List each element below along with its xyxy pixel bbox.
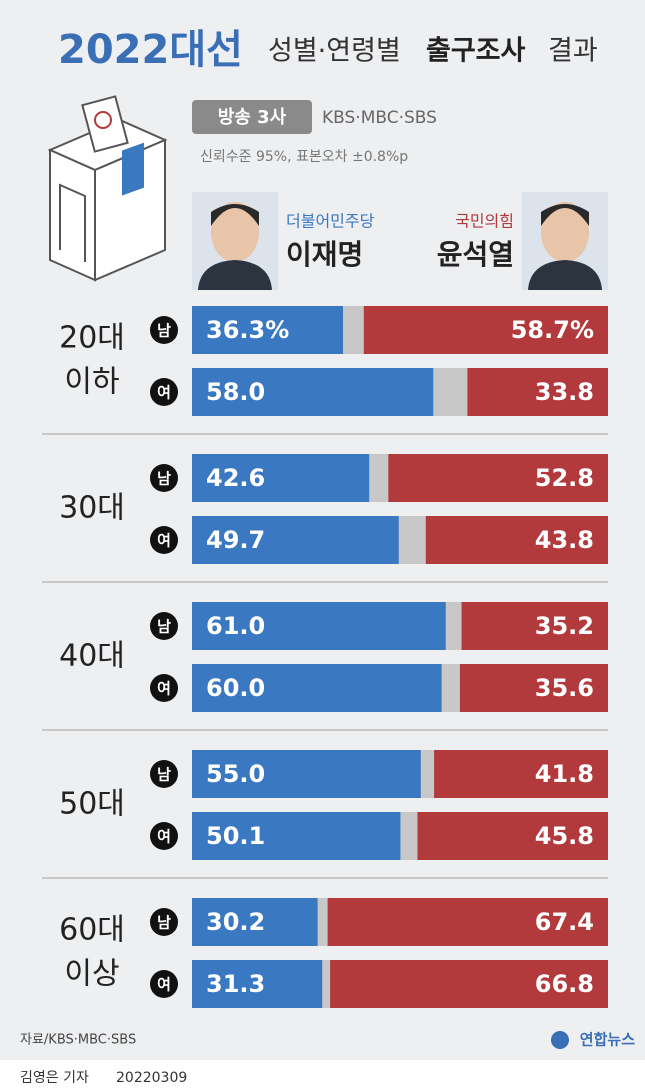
infographic: 2022대선 성별·연령별 출구조사 결과 방송 3사 KBS·MBC·SBS … — [0, 0, 645, 1090]
value-label: 45.8 — [535, 822, 594, 850]
group-label: 40대 — [59, 639, 125, 674]
legend-party: 더불어민주당 — [286, 212, 375, 231]
value-label: 42.6 — [206, 464, 265, 492]
group-label: 60대 — [59, 913, 125, 948]
chart-subtitle: 결과 — [548, 36, 598, 67]
source: 자료/KBS·MBC·SBS — [20, 1033, 136, 1048]
value-label: 61.0 — [206, 612, 265, 640]
group-label: 30대 — [59, 491, 125, 526]
value-label: 55.0 — [206, 760, 265, 788]
reporter: 김영은 기자 — [20, 1070, 89, 1086]
chart-subtitle: 성별·연령별 — [268, 36, 401, 67]
date: 20220309 — [116, 1070, 187, 1086]
category-label: 여 — [157, 532, 171, 550]
candidate-photo — [522, 192, 608, 290]
value-label: 52.8 — [535, 464, 594, 492]
group-label: 50대 — [59, 787, 125, 822]
chart-title: 2022대선 — [58, 27, 243, 73]
group-label: 이상 — [64, 957, 119, 992]
value-label: 49.7 — [206, 526, 265, 554]
category-label: 남 — [157, 470, 171, 488]
category-label: 여 — [157, 828, 171, 846]
value-label: 35.6 — [535, 674, 594, 702]
category-label: 남 — [157, 618, 171, 636]
value-label: 60.0 — [206, 674, 265, 702]
category-label: 여 — [157, 976, 171, 994]
value-label: 41.8 — [535, 760, 594, 788]
legend-label: 이재명 — [286, 238, 363, 271]
agency: 연합뉴스 — [580, 1031, 635, 1049]
value-label: 31.3 — [206, 970, 265, 998]
value-label: 30.2 — [206, 908, 265, 936]
value-label: 33.8 — [535, 378, 594, 406]
group-label: 이하 — [64, 365, 119, 400]
value-label: 35.2 — [535, 612, 594, 640]
category-label: 남 — [157, 322, 171, 340]
category-label: 여 — [157, 384, 171, 402]
value-label: 58.7% — [511, 316, 594, 344]
category-label: 남 — [157, 766, 171, 784]
value-label: 43.8 — [535, 526, 594, 554]
value-label: 67.4 — [535, 908, 594, 936]
legend-label: 윤석열 — [437, 238, 514, 271]
broadcasters: KBS·MBC·SBS — [322, 108, 437, 128]
note: 신뢰수준 95%, 표본오차 ±0.8%p — [200, 149, 408, 165]
legend-party: 국민의힘 — [455, 212, 514, 231]
agency-logo — [551, 1031, 569, 1049]
candidate-photo — [192, 192, 278, 290]
group-label: 20대 — [59, 321, 125, 356]
category-label: 여 — [157, 680, 171, 698]
value-label: 50.1 — [206, 822, 265, 850]
value-label: 58.0 — [206, 378, 265, 406]
category-label: 남 — [157, 914, 171, 932]
chart-subtitle: 출구조사 — [426, 36, 526, 67]
value-label: 36.3% — [206, 316, 289, 344]
value-label: 66.8 — [535, 970, 594, 998]
source-badge-text: 방송 3사 — [218, 107, 287, 128]
